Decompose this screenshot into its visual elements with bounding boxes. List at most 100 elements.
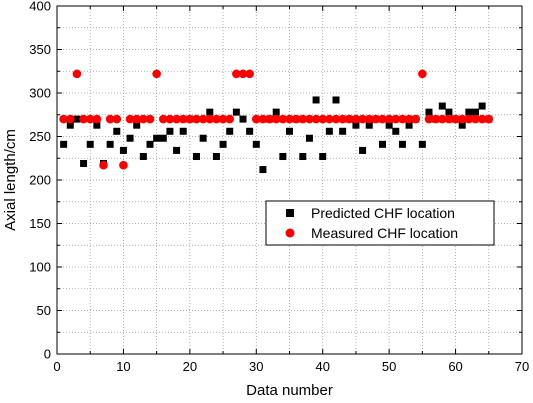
measured-point — [198, 114, 208, 124]
x-tick-label: 70 — [515, 359, 529, 374]
y-tick-label: 150 — [29, 216, 51, 231]
measured-point — [65, 114, 75, 124]
legend-box — [265, 200, 495, 246]
predicted-point — [139, 153, 147, 161]
predicted-point — [226, 127, 234, 135]
predicted-point — [365, 121, 373, 129]
predicted-point — [133, 121, 141, 129]
predicted-point — [272, 108, 280, 116]
y-axis-title: Axial length/cm — [2, 129, 19, 231]
predicted-point — [458, 121, 466, 129]
measured-point — [451, 114, 460, 124]
predicted-point — [206, 108, 214, 116]
measured-point — [178, 114, 188, 124]
predicted-point — [66, 121, 74, 129]
y-tick-label: 200 — [29, 173, 51, 188]
measured-point — [265, 114, 274, 124]
predicted-point — [166, 127, 174, 135]
measured-point — [245, 69, 254, 79]
predicted-point — [332, 96, 340, 104]
predicted-point — [93, 121, 101, 129]
x-tick-label: 20 — [183, 359, 197, 374]
measured-point — [152, 69, 161, 79]
y-tick-label: 300 — [29, 86, 51, 101]
legend: Predicted CHF location Measured CHF loca… — [265, 200, 495, 246]
measured-point — [212, 114, 221, 124]
measured-point — [238, 69, 248, 79]
measured-point — [364, 114, 374, 124]
measured-point — [285, 114, 294, 124]
measured-point — [351, 114, 361, 124]
x-axis-title: Data number — [246, 382, 333, 399]
measured-point — [218, 114, 228, 124]
measured-point — [158, 114, 168, 124]
predicted-point — [153, 134, 161, 142]
predicted-point — [259, 166, 267, 174]
predicted-point — [86, 140, 94, 148]
measured-point — [105, 114, 115, 124]
measured-point — [311, 114, 321, 124]
measured-point — [338, 114, 347, 124]
measured-point — [271, 114, 281, 124]
predicted-point — [60, 140, 68, 148]
predicted-point — [146, 140, 154, 148]
measured-point — [291, 114, 301, 124]
measured-point — [424, 114, 434, 124]
measured-point — [431, 114, 440, 124]
predicted-point — [252, 140, 260, 148]
measured-point — [331, 114, 341, 124]
measured-point — [119, 160, 128, 170]
measured-point — [444, 114, 454, 124]
x-tick-label: 30 — [249, 359, 263, 374]
x-tick-label: 50 — [382, 359, 396, 374]
measured-point — [384, 114, 394, 124]
predicted-point — [325, 127, 333, 135]
measured-point — [358, 114, 367, 124]
predicted-point — [193, 153, 200, 161]
predicted-point — [106, 140, 114, 148]
predicted-point — [246, 127, 254, 135]
measured-point — [225, 114, 235, 124]
measured-point — [298, 114, 308, 124]
predicted-point — [299, 153, 307, 161]
predicted-point — [305, 134, 313, 142]
measured-point — [378, 114, 387, 124]
predicted-point — [73, 115, 81, 123]
predicted-point — [418, 140, 426, 148]
predicted-point — [472, 108, 479, 116]
x-tick-label: 60 — [448, 359, 462, 374]
predicted-point — [392, 127, 400, 135]
predicted-point — [239, 115, 247, 123]
axis-ticks — [56, 5, 523, 355]
predicted-point — [119, 146, 127, 154]
measured-point — [205, 114, 215, 124]
measured-point — [79, 114, 88, 124]
predicted-point — [232, 108, 240, 116]
measured-point — [172, 114, 181, 124]
series-measured — [59, 69, 494, 170]
predicted-point — [219, 140, 227, 148]
predicted-point — [425, 108, 433, 116]
measured-point — [165, 114, 175, 124]
measured-point — [457, 114, 467, 124]
measured-point — [72, 69, 82, 79]
predicted-point — [438, 102, 446, 110]
measured-point — [125, 114, 135, 124]
measured-point — [418, 69, 427, 79]
measured-point — [99, 160, 108, 170]
predicted-point — [398, 140, 406, 148]
measured-point — [391, 114, 401, 124]
measured-point — [471, 114, 480, 124]
predicted-point — [359, 146, 367, 154]
y-tick-labels: 0 50 100 150 200 250 300 350 400 — [29, 0, 51, 362]
measured-point — [92, 114, 102, 124]
y-tick-label: 400 — [29, 0, 51, 14]
predicted-point — [126, 134, 134, 142]
measured-point — [477, 114, 487, 124]
y-tick-label: 100 — [29, 260, 51, 275]
measured-point — [112, 114, 122, 124]
predicted-point — [80, 159, 88, 167]
legend-label-measured: Measured CHF location — [311, 225, 458, 241]
measured-point — [344, 114, 354, 124]
data-series — [59, 69, 494, 174]
